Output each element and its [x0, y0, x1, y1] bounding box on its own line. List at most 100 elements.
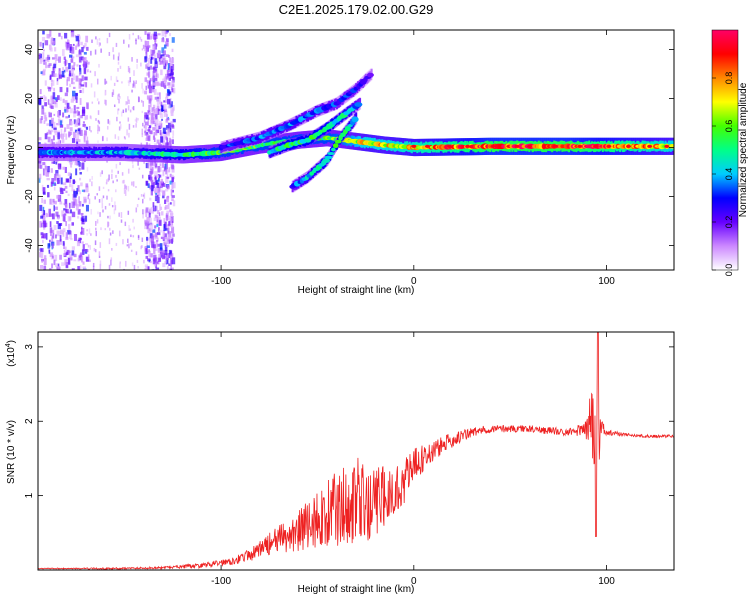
heatmap-cell — [157, 107, 160, 115]
heatmap-cell — [85, 183, 89, 188]
heatmap-cell — [81, 227, 85, 235]
heatmap-cell — [87, 254, 90, 260]
x-tick-label: 0 — [411, 276, 417, 287]
colorbar: 0.00.20.40.60.8 Normalized spectral ampl… — [711, 29, 749, 276]
colorbar-tick-label: 0.8 — [724, 72, 734, 85]
heatmap-cell — [163, 218, 165, 224]
heatmap-cell — [98, 186, 101, 191]
heatmap-cell — [43, 49, 45, 52]
heatmap-cell — [51, 213, 55, 220]
heatmap-cell — [144, 264, 148, 268]
heatmap-cell — [40, 71, 43, 75]
heatmap-cell — [153, 88, 157, 95]
heatmap-cell — [145, 137, 149, 141]
heatmap-cell — [63, 130, 66, 137]
heatmap-cell — [86, 167, 89, 172]
heatmap-cell — [98, 251, 101, 257]
heatmap-cell — [116, 79, 119, 83]
heatmap-cell — [127, 117, 130, 122]
heatmap-cell — [161, 54, 165, 57]
heatmap-cell — [145, 46, 149, 52]
heatmap-cell — [161, 136, 166, 143]
heatmap-cell — [41, 36, 46, 42]
heatmap-cell — [140, 62, 142, 67]
heatmap-cell — [131, 57, 133, 62]
heatmap-cell — [161, 30, 165, 37]
heatmap-cell — [162, 78, 165, 83]
heatmap-cell — [44, 40, 49, 46]
heatmap-cell — [105, 81, 108, 84]
heatmap-cell — [171, 124, 174, 128]
heatmap-cell — [65, 221, 67, 227]
heatmap-cell — [55, 99, 58, 102]
heatmap-cell — [168, 73, 172, 77]
heatmap-cell — [61, 139, 65, 143]
heatmap-cell — [96, 38, 99, 45]
heatmap-cell — [160, 206, 163, 211]
heatmap-cell — [62, 67, 64, 71]
heatmap-cell — [83, 130, 87, 136]
heatmap-cell — [127, 80, 130, 83]
heatmap-cell — [99, 263, 102, 270]
heatmap-cell — [78, 78, 82, 83]
heatmap-cell — [104, 205, 107, 210]
heatmap-cell — [53, 87, 56, 92]
heatmap-cell — [152, 104, 156, 108]
heatmap-cell — [62, 202, 66, 205]
heatmap-cell — [137, 35, 140, 40]
heatmap-cell — [51, 263, 54, 269]
heatmap-cell — [130, 249, 133, 252]
heatmap-cell — [42, 52, 45, 59]
heatmap-cell — [154, 68, 158, 72]
heatmap-cell — [40, 252, 44, 259]
heatmap-cell — [65, 190, 68, 194]
heatmap-cell — [606, 144, 612, 148]
heatmap-cell — [78, 64, 81, 70]
heatmap-cell — [96, 193, 99, 196]
heatmap-cell — [56, 81, 59, 85]
heatmap-cell — [167, 63, 170, 71]
heatmap-cell — [146, 245, 150, 249]
heatmap-cell — [165, 136, 168, 141]
heatmap-cell — [166, 265, 169, 270]
heatmap-cell — [52, 66, 55, 71]
heatmap-cell — [46, 177, 50, 181]
snr-series-line — [38, 332, 674, 570]
heatmap-cell — [42, 161, 46, 166]
heatmap-cell — [128, 132, 130, 138]
heatmap-cell — [84, 76, 88, 81]
heatmap-cell — [47, 99, 50, 105]
heatmap-cell — [66, 79, 69, 86]
heatmap-cell — [91, 101, 94, 104]
heatmap-cell — [73, 119, 76, 125]
heatmap-cell — [48, 249, 51, 254]
heatmap-cell — [158, 219, 162, 226]
heatmap-cell — [172, 87, 176, 94]
heatmap-cell — [127, 66, 130, 72]
heatmap-cell — [88, 193, 90, 197]
heatmap-cell — [50, 105, 54, 110]
heatmap-cell — [152, 117, 156, 123]
heatmap-cell — [71, 250, 75, 256]
heatmap-cell — [159, 92, 161, 100]
heatmap-cell — [119, 263, 121, 269]
heatmap-cell — [155, 119, 159, 125]
heatmap-cell — [43, 258, 47, 266]
heatmap-cell — [171, 198, 174, 201]
heatmap-cell — [41, 234, 44, 239]
heatmap-cell — [168, 221, 171, 226]
heatmap-cell — [68, 70, 71, 77]
heatmap-cell — [62, 188, 66, 191]
heatmap-cell — [81, 203, 84, 207]
heatmap-cell — [115, 174, 117, 178]
heatmap-cell — [151, 77, 155, 82]
x-tick-label: 100 — [598, 276, 615, 287]
heatmap-cell — [166, 133, 171, 137]
heatmap-cell — [59, 235, 62, 242]
heatmap-cell — [170, 69, 173, 76]
heatmap-cell — [133, 264, 136, 270]
heatmap-cell — [85, 248, 89, 253]
heatmap-cell — [143, 196, 146, 199]
heatmap-cell — [166, 114, 168, 119]
heatmap-cell — [97, 211, 99, 215]
